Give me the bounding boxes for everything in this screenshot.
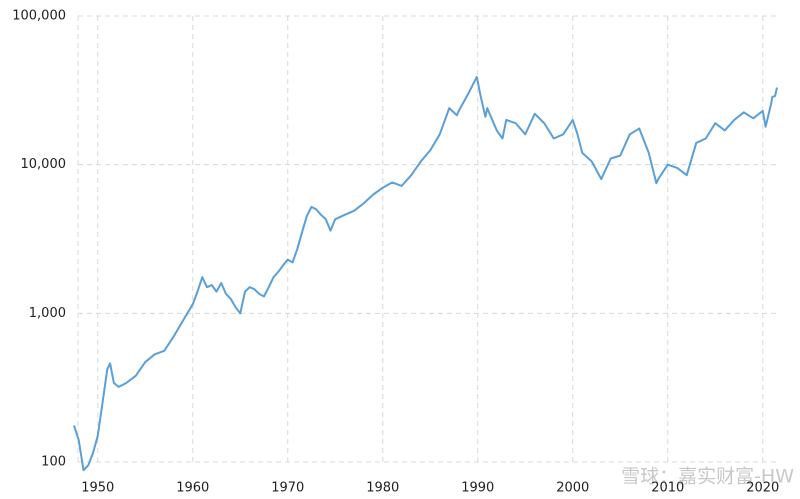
- y-tick-label: 100,000: [12, 9, 66, 24]
- x-tick-label: 1990: [461, 481, 494, 496]
- watermark: 雪球：嘉实财富-HW: [621, 466, 794, 488]
- x-tick-label: 1950: [81, 481, 114, 496]
- x-tick-label: 2020: [746, 481, 779, 496]
- y-tick-label: 100: [41, 455, 66, 470]
- x-tick-label: 2010: [651, 481, 684, 496]
- y-tick-label: 1,000: [29, 306, 66, 321]
- x-tick-label: 2000: [556, 481, 589, 496]
- x-tick-label: 1980: [366, 481, 399, 496]
- x-tick-label: 1970: [271, 481, 304, 496]
- x-tick-label: 1960: [176, 481, 209, 496]
- line: [73, 75, 778, 472]
- y-tick-label: 10,000: [21, 157, 67, 172]
